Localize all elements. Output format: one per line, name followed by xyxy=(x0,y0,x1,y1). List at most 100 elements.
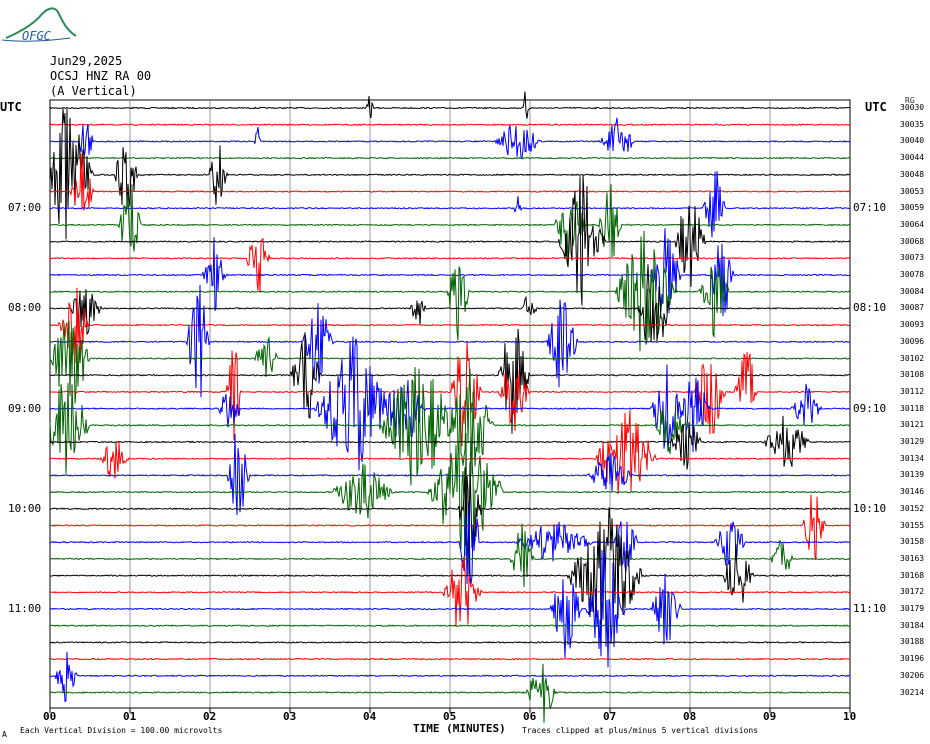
trace-line xyxy=(49,336,851,471)
x-tick-label: 06 xyxy=(523,710,537,723)
x-axis-title: TIME (MINUTES) xyxy=(413,722,506,735)
trace-line xyxy=(49,320,851,404)
trace-line xyxy=(49,550,851,668)
trace-line xyxy=(49,641,851,644)
trace-line xyxy=(50,502,850,585)
trace-line xyxy=(50,462,851,577)
trace-count-label: 30096 xyxy=(900,336,925,346)
trace-line xyxy=(49,657,851,661)
trace-count-label: 30188 xyxy=(900,637,925,647)
trace-line xyxy=(49,409,851,495)
x-tick-label: 01 xyxy=(123,710,137,723)
right-time-label: 08:10 xyxy=(853,301,887,315)
trace-count-label: 30184 xyxy=(900,620,925,630)
trace-count-label: 30146 xyxy=(900,487,925,497)
left-time-label: 11:00 xyxy=(8,602,42,615)
trace-count-label: 30035 xyxy=(900,119,925,129)
trace-count-label: 30118 xyxy=(900,403,925,413)
trace-line xyxy=(49,156,850,160)
trace-count-label: 30084 xyxy=(900,286,925,296)
trace-line xyxy=(49,117,851,160)
trace-count-label: 30078 xyxy=(900,270,925,279)
trace-line xyxy=(49,341,851,447)
footer-clip-note: Traces clipped at plus/minus 5 vertical … xyxy=(522,726,759,735)
trace-count-label: 30163 xyxy=(900,553,925,563)
trace-count-label: 30087 xyxy=(900,303,925,313)
trace-count-label: 30155 xyxy=(900,520,925,530)
trace-count-label: 30053 xyxy=(900,186,925,196)
corner-label: RG xyxy=(905,96,915,105)
x-tick-label: 00 xyxy=(43,710,57,723)
trace-line xyxy=(50,523,851,588)
trace-line xyxy=(49,624,851,628)
trace-line xyxy=(49,651,851,703)
trace-count-label: 30152 xyxy=(900,503,925,513)
x-tick-label: 04 xyxy=(363,710,377,723)
trace-count-label: 30112 xyxy=(900,386,925,396)
trace-count-label: 30048 xyxy=(900,169,925,179)
trace-count-label: 30108 xyxy=(900,370,925,380)
trace-line xyxy=(49,663,851,723)
trace-count-label: 30206 xyxy=(900,670,925,680)
right-time-label: 07:10 xyxy=(853,201,887,215)
x-tick-label: 10 xyxy=(843,710,857,723)
left-time-label: 07:00 xyxy=(8,201,42,215)
logo-text: OFGC xyxy=(22,29,52,43)
right-time-label: 11:10 xyxy=(853,602,887,615)
trace-count-label: 30129 xyxy=(900,437,925,446)
trace-line xyxy=(49,415,851,470)
trace-line xyxy=(49,171,851,238)
x-tick-label: 07 xyxy=(603,710,617,723)
right-time-label: 09:10 xyxy=(853,401,887,415)
trace-count-label: 30073 xyxy=(900,253,925,263)
trace-line xyxy=(49,184,851,264)
trace-line xyxy=(49,228,851,317)
trace-count-label: 30196 xyxy=(900,654,925,664)
trace-count-label: 30172 xyxy=(900,587,925,597)
trace-count-label: 30214 xyxy=(900,687,925,697)
trace-line xyxy=(49,429,851,556)
header-station: OCSJ HNZ RA 00 xyxy=(50,69,152,83)
x-tick-label: 05 xyxy=(443,710,457,723)
trace-count-label: 30068 xyxy=(900,236,925,246)
trace-line xyxy=(49,494,851,560)
trace-count-label: 30139 xyxy=(900,470,925,480)
trace-count-label: 30030 xyxy=(900,103,925,112)
trace-line xyxy=(49,366,850,486)
trace-count-label: 30134 xyxy=(900,453,925,463)
trace-count-label: 30040 xyxy=(900,136,925,146)
trace-line xyxy=(49,238,851,293)
trace-count-label: 30158 xyxy=(900,537,925,547)
trace-line xyxy=(49,174,851,306)
x-tick-label: 03 xyxy=(283,710,297,723)
left-utc-label: UTC xyxy=(0,100,22,114)
footer-mark: A xyxy=(2,730,7,739)
header-component: (A Vertical) xyxy=(50,84,137,98)
trace-line xyxy=(49,507,851,638)
trace-count-label: 30179 xyxy=(900,604,925,613)
trace-count-label: 30102 xyxy=(900,353,925,363)
ofgc-logo: OFGC xyxy=(1,7,77,43)
right-time-label: 10:10 xyxy=(853,501,887,515)
trace-line xyxy=(49,123,851,127)
trace-line xyxy=(49,264,851,343)
trace-count-label: 30168 xyxy=(900,570,925,580)
x-tick-label: 02 xyxy=(203,710,217,723)
left-time-label: 09:00 xyxy=(8,401,42,415)
trace-line xyxy=(49,287,851,364)
x-tick-label: 09 xyxy=(763,710,777,723)
trace-line xyxy=(49,284,851,398)
trace-count-label: 30044 xyxy=(900,153,925,163)
left-time-label: 08:00 xyxy=(8,301,42,315)
trace-count-label: 30093 xyxy=(900,320,925,330)
header-date: Jun29,2025 xyxy=(50,54,123,68)
trace-line xyxy=(49,556,851,627)
trace-count-label: 30064 xyxy=(900,219,925,229)
trace-count-label: 30059 xyxy=(900,203,925,213)
trace-line xyxy=(49,91,851,119)
trace-count-label: 30121 xyxy=(900,420,925,430)
footer-scale-note: Each Vertical Division = 100.00 microvol… xyxy=(20,726,223,735)
x-tick-label: 08 xyxy=(683,710,697,723)
left-time-label: 10:00 xyxy=(8,501,42,515)
